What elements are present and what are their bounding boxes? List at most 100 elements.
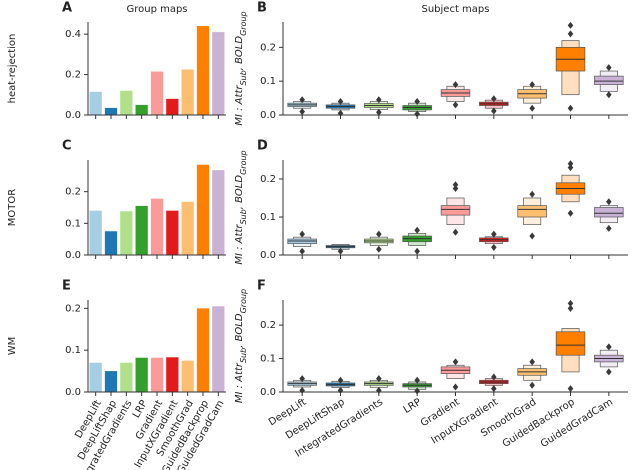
y-tick-label: 0.2 <box>65 303 81 314</box>
outlier <box>567 304 574 312</box>
x-tick-label: GuidedGradCam <box>539 397 615 450</box>
bar <box>89 210 102 255</box>
outlier <box>376 230 382 238</box>
y-tick-label: 0.1 <box>260 212 276 223</box>
bar <box>196 308 210 392</box>
outlier <box>567 209 574 217</box>
y-tick-label: 0.0 <box>65 387 81 398</box>
bar <box>212 306 225 392</box>
outlier <box>414 387 420 395</box>
y-axis-label-part: MI : Attr <box>234 85 245 126</box>
bar <box>181 360 194 392</box>
bar <box>212 32 225 115</box>
bar <box>135 104 148 115</box>
bar <box>89 91 102 115</box>
outlier <box>337 376 344 384</box>
outlier <box>452 81 459 89</box>
bar <box>196 164 210 255</box>
y-tick-label: 0.1 <box>260 76 276 87</box>
bar <box>104 107 118 115</box>
outlier <box>491 230 497 238</box>
outlier <box>567 385 574 393</box>
panel-title: Group maps <box>126 4 187 15</box>
y-tick-label: 0.0 <box>260 250 276 261</box>
y-tick-label: 0.0 <box>65 250 81 261</box>
bar <box>181 201 194 255</box>
outlier <box>606 343 612 351</box>
y-axis-label-part: Group <box>239 289 248 314</box>
outlier <box>299 96 305 104</box>
outlier <box>567 104 574 112</box>
outlier <box>491 373 497 381</box>
outlier <box>414 226 420 234</box>
y-tick-label: 0.0 <box>260 110 276 121</box>
outlier <box>414 97 420 105</box>
y-axis-label-part: , BOLD <box>234 313 245 348</box>
y-tick-label: 0.0 <box>260 387 276 398</box>
y-axis-label: MI : AttrSub, BOLDGroup <box>234 11 248 125</box>
y-axis-label-part: MI : Attr <box>234 362 245 403</box>
panel: A Group maps heat-rejection 0.0 0.2 0.4 <box>7 1 226 121</box>
bar <box>120 211 133 255</box>
row-label: WM <box>7 337 18 356</box>
bar <box>135 357 148 392</box>
outlier <box>414 110 420 118</box>
bar <box>181 69 194 115</box>
bar <box>120 90 133 115</box>
outlier <box>376 386 382 394</box>
outlier <box>299 108 305 116</box>
outlier <box>567 164 574 172</box>
panel-letter: E <box>62 279 71 294</box>
outlier <box>567 299 574 307</box>
panel: FMI : AttrSub, BOLDGroup0.00.10.2DeepLif… <box>234 279 628 460</box>
y-axis-label: MI : AttrSub, BOLDGroup <box>234 150 248 264</box>
outlier <box>452 383 459 391</box>
bar <box>212 170 225 255</box>
y-axis-label-part: Sub <box>239 209 248 224</box>
outlier <box>337 97 344 105</box>
panel: EWM0.00.10.2DeepLiftDeepLiftShapIntegrat… <box>7 279 227 470</box>
bar <box>120 362 133 392</box>
outlier <box>452 185 459 192</box>
boxen-box <box>594 75 624 85</box>
panel-letter: B <box>257 1 267 16</box>
outlier <box>606 224 612 232</box>
y-tick-label: 0.1 <box>65 345 81 356</box>
y-tick-label: 0.0 <box>65 110 81 121</box>
y-axis-label-part: Group <box>239 11 248 36</box>
y-tick-label: 0.2 <box>65 70 81 81</box>
y-axis-label-part: , BOLD <box>234 36 245 71</box>
y-axis-label-part: MI : Attr <box>234 224 245 265</box>
outlier <box>337 109 344 117</box>
outlier <box>376 245 382 253</box>
y-tick-label: 0.1 <box>260 354 276 365</box>
outlier <box>491 95 497 103</box>
y-tick-label: 0.2 <box>260 320 276 331</box>
outlier <box>299 230 305 238</box>
outlier <box>491 385 497 393</box>
y-axis-label-part: Sub <box>239 70 248 85</box>
bar <box>104 371 118 392</box>
outlier <box>337 247 344 255</box>
boxen-box <box>440 205 471 216</box>
bar <box>196 26 210 115</box>
outlier <box>529 232 535 240</box>
bar <box>166 98 179 115</box>
outlier <box>567 21 574 29</box>
x-tick-label: InputXGradient <box>429 397 500 447</box>
outlier <box>529 381 535 389</box>
outlier <box>606 91 612 99</box>
outlier <box>491 243 497 251</box>
bar <box>150 357 164 392</box>
y-tick-label: 0.2 <box>260 42 276 53</box>
outlier <box>452 181 459 189</box>
panel-letter: A <box>62 1 72 16</box>
outlier <box>567 160 574 168</box>
bar <box>150 71 164 115</box>
bar <box>104 231 118 255</box>
outlier <box>376 375 382 383</box>
panel: D MI : AttrSub, BOLDGroup 0.0 0.1 0.2 <box>234 139 628 265</box>
outlier <box>299 386 305 394</box>
panel-title: Subject maps <box>422 4 490 15</box>
outlier <box>567 30 574 38</box>
